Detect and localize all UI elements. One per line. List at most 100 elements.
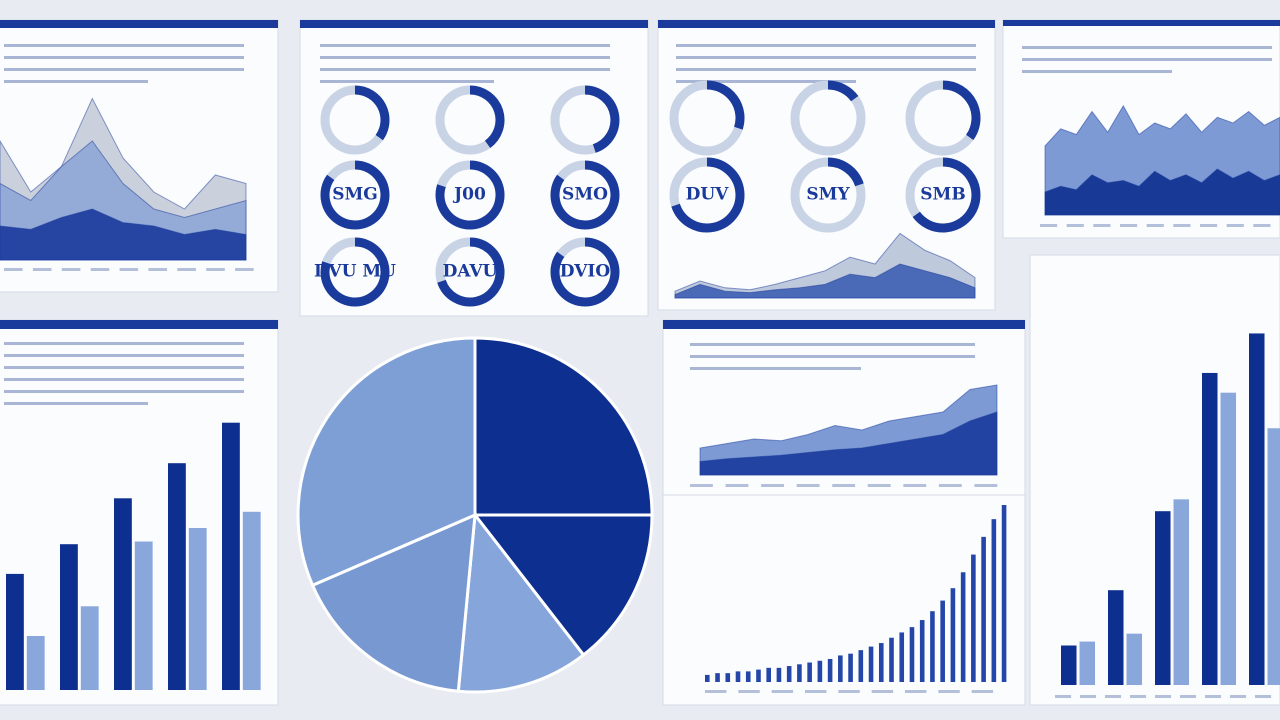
axis-label <box>177 268 196 271</box>
bar <box>725 673 731 682</box>
area <box>699 411 998 476</box>
donut-label: DUV <box>686 185 730 205</box>
bar <box>60 544 78 690</box>
bar <box>1061 645 1077 685</box>
bar <box>807 662 812 682</box>
bar <box>745 671 751 682</box>
bar <box>930 611 935 682</box>
text-line <box>320 56 610 59</box>
donut-arc <box>354 85 390 141</box>
panel-header <box>0 20 278 28</box>
bar <box>981 536 986 682</box>
text-line <box>320 68 610 71</box>
bar <box>960 572 966 682</box>
axis-label <box>1080 695 1097 698</box>
axis-label <box>1205 695 1222 698</box>
text-line <box>690 367 861 370</box>
donut-arc <box>827 157 864 187</box>
panel-header <box>1003 20 1280 26</box>
axis-label <box>148 268 168 271</box>
donut-arc <box>912 157 981 233</box>
donut-label: J00 <box>452 185 486 205</box>
bar <box>1108 590 1124 685</box>
bar <box>868 646 874 682</box>
donut-label: SMG <box>332 185 378 205</box>
text-line <box>320 44 610 47</box>
text-line <box>1022 46 1272 49</box>
panel-headers <box>0 20 1280 329</box>
text-line <box>4 80 148 83</box>
text-line <box>1022 58 1272 61</box>
bar <box>1267 428 1280 685</box>
pie-slice <box>473 336 654 517</box>
axis-label <box>771 690 794 693</box>
donut-arc <box>671 157 745 233</box>
axis-label <box>1255 695 1272 698</box>
axis-label <box>867 484 891 487</box>
text-line <box>4 378 244 381</box>
bar <box>919 620 925 682</box>
bar <box>1220 392 1237 685</box>
donut-arc <box>435 160 505 230</box>
bar <box>1173 499 1190 685</box>
axis-label <box>1230 695 1247 698</box>
bar <box>971 554 976 682</box>
bar <box>827 658 833 682</box>
donut-arc <box>437 237 505 307</box>
text-line <box>690 343 975 346</box>
axis-label <box>971 690 994 693</box>
bar <box>817 660 823 682</box>
donut-label: SMB <box>920 185 965 205</box>
pie-slice <box>471 513 654 658</box>
axis-label <box>690 484 713 487</box>
axis-label <box>1146 224 1164 227</box>
axis-label <box>725 484 749 487</box>
bar <box>940 600 945 682</box>
bar <box>6 573 24 690</box>
bar <box>715 673 720 682</box>
axis-label <box>1130 695 1147 698</box>
pie-slice <box>296 336 477 588</box>
donut-arc <box>320 160 390 230</box>
bar <box>878 643 884 682</box>
axis-label <box>235 268 254 271</box>
axis-label <box>905 690 927 693</box>
charts: SMG J00 SMO DVU MU DAVU DVIO DUV SMY SMB <box>0 80 1280 694</box>
donut-label: SMO <box>562 185 608 205</box>
text-line <box>676 68 976 71</box>
axis-label <box>938 690 960 693</box>
donut-arc <box>942 80 981 141</box>
donut-arc <box>320 237 390 307</box>
axis-label <box>90 268 110 271</box>
bar <box>786 666 792 682</box>
axis-label <box>1173 224 1191 227</box>
bar <box>1001 505 1007 682</box>
axis-label <box>1180 695 1197 698</box>
text-line <box>4 402 148 405</box>
donut-arc <box>550 160 620 230</box>
bar <box>1126 633 1143 685</box>
bar <box>797 664 802 682</box>
bar <box>705 674 710 682</box>
text-line <box>4 342 244 345</box>
axis-label <box>1105 695 1122 698</box>
bar <box>848 653 853 682</box>
bar <box>756 669 761 682</box>
donut-label: DVU MU <box>314 262 396 282</box>
donut-label: DAVU <box>443 262 498 282</box>
bar <box>134 541 153 690</box>
axis-label <box>1253 224 1271 227</box>
axis-label <box>4 268 23 271</box>
text-line <box>676 80 856 83</box>
donut-arc <box>469 85 505 148</box>
donut-label: DVIO <box>560 262 611 282</box>
donut-arc <box>584 85 620 153</box>
axis-label <box>206 268 225 271</box>
axis-label <box>974 484 998 487</box>
text-line <box>4 68 244 71</box>
pie-slice <box>310 512 477 693</box>
axis-label <box>1066 224 1084 227</box>
axis-label <box>1040 224 1058 227</box>
bar <box>80 606 99 690</box>
pie-slice <box>456 511 586 694</box>
